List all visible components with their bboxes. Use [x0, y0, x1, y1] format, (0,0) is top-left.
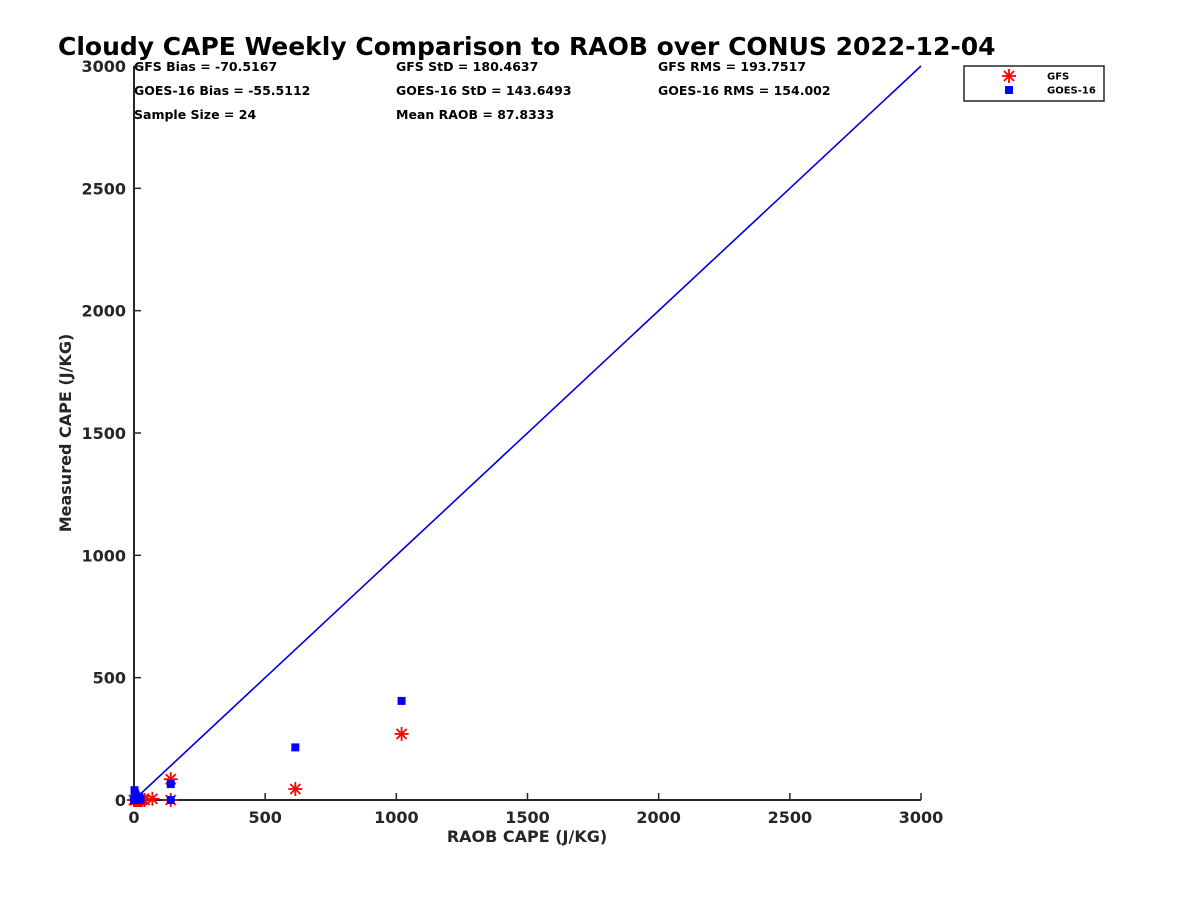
y-axis-label: Measured CAPE (J/KG) [56, 334, 75, 533]
goes-16-point [291, 743, 300, 752]
stat-text: Sample Size = 24 [134, 107, 256, 122]
reference-line-layer [133, 65, 922, 801]
x-tick-label: 3000 [899, 808, 944, 827]
chart-title: Cloudy CAPE Weekly Comparison to RAOB ov… [58, 32, 996, 61]
goes-16-point [397, 696, 406, 705]
x-axis-label: RAOB CAPE (J/KG) [447, 827, 607, 846]
legend-goes-16-label: GOES-16 [1047, 86, 1096, 97]
stat-text: GFS Bias = -70.5167 [134, 59, 277, 74]
legend-goes-16-marker [1005, 86, 1013, 94]
legend-gfs-label: GFS [1047, 72, 1069, 83]
x-tick-label: 1500 [505, 808, 550, 827]
legend-box [963, 65, 1105, 102]
stat-text: GFS RMS = 193.7517 [658, 59, 806, 74]
goes-16-point [166, 796, 175, 804]
x-tick-label: 2000 [636, 808, 681, 827]
y-tick-label: 2500 [81, 179, 126, 198]
legend: GFS GOES-16 [963, 65, 1105, 102]
statistics-panel: GFS Bias = -70.5167 GFS StD = 180.4637 GFS… [134, 59, 831, 122]
data-points-layer [127, 696, 409, 807]
y-tick-label: 500 [93, 669, 126, 688]
stat-text: Mean RAOB = 87.8333 [396, 107, 554, 122]
x-tick-label: 500 [248, 808, 281, 827]
gfs-point [394, 726, 409, 741]
axis-ticks: 0 500 1000 1500 2000 2500 3000 0 500 1000 1500 2000… [81, 57, 943, 827]
x-tick-label: 1000 [374, 808, 419, 827]
gfs-point [288, 781, 303, 796]
one-to-one-line [133, 65, 922, 801]
x-tick-label: 0 [128, 808, 139, 827]
goes-16-point [136, 796, 145, 804]
y-tick-label: 0 [115, 791, 126, 810]
gfs-point [145, 791, 160, 806]
stat-text: GOES-16 RMS = 154.002 [658, 83, 831, 98]
legend-gfs-marker [1002, 69, 1016, 83]
legend-entries: GFS GOES-16 [1002, 69, 1096, 97]
stat-text: GOES-16 StD = 143.6493 [396, 83, 572, 98]
y-tick-label: 2000 [81, 302, 126, 321]
stat-text: GOES-16 Bias = -55.5112 [134, 83, 310, 98]
goes-16-point [166, 780, 175, 789]
y-tick-label: 1000 [81, 546, 126, 565]
x-tick-label: 2500 [768, 808, 813, 827]
y-tick-label: 3000 [81, 57, 126, 76]
y-tick-label: 1500 [81, 424, 126, 443]
stat-text: GFS StD = 180.4637 [396, 59, 538, 74]
